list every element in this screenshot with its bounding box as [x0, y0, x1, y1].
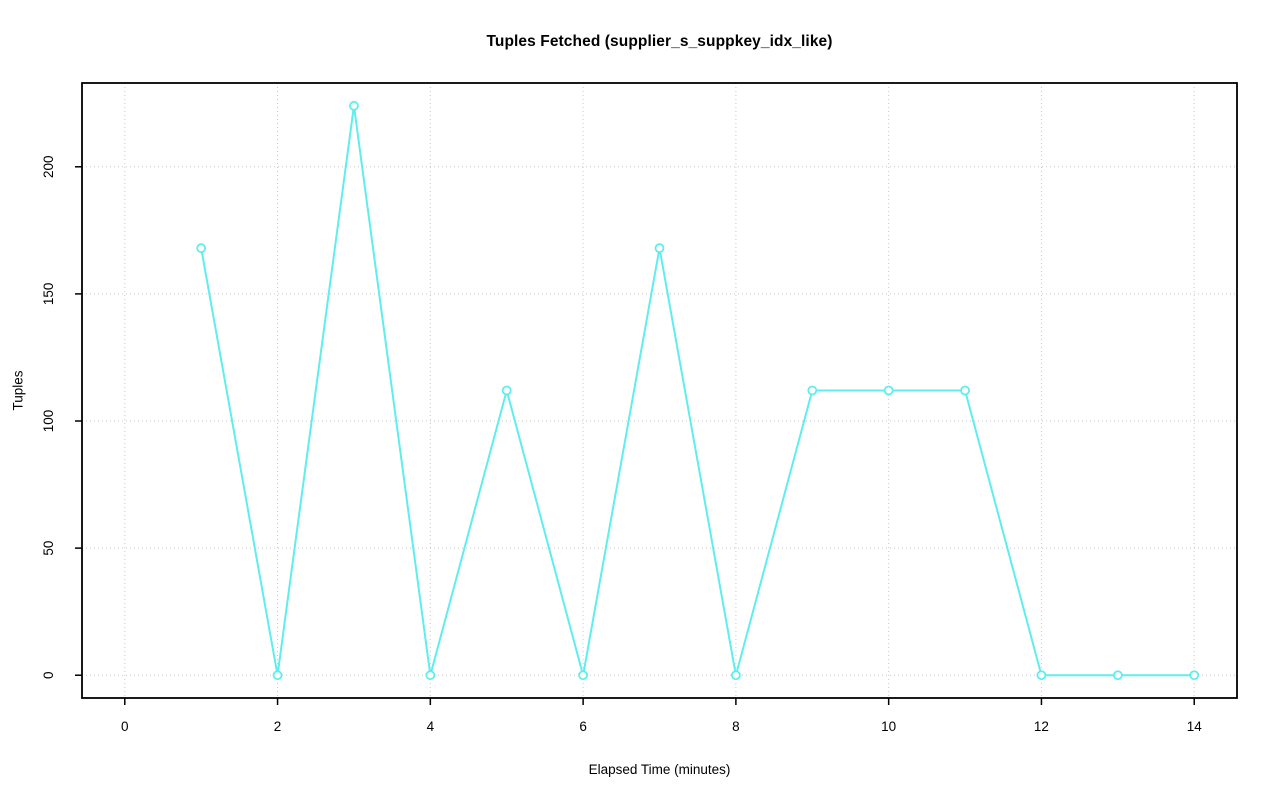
x-tick-label: 10	[881, 719, 896, 734]
y-tick-label: 0	[41, 671, 56, 679]
data-point-marker	[501, 385, 512, 396]
data-point-marker	[807, 385, 818, 396]
y-tick-label: 100	[41, 410, 56, 433]
x-tick-label: 12	[1034, 719, 1049, 734]
data-point-marker	[196, 243, 207, 254]
x-tick-label: 2	[274, 719, 282, 734]
x-tick-label: 4	[427, 719, 435, 734]
y-tick-label: 200	[41, 156, 56, 179]
x-tick-label: 0	[121, 719, 129, 734]
data-point-marker	[883, 385, 894, 396]
x-axis-label: Elapsed Time (minutes)	[588, 762, 731, 777]
chart-title: Tuples Fetched (supplier_s_suppkey_idx_l…	[486, 33, 833, 50]
data-point-marker	[1112, 670, 1123, 681]
plot-box	[81, 82, 1238, 699]
data-point-marker	[730, 670, 741, 681]
data-point-marker	[272, 670, 283, 681]
y-axis-label: Tuples	[10, 370, 26, 411]
data-point-marker	[654, 243, 665, 254]
data-point-marker	[960, 385, 970, 396]
data-point-marker	[349, 100, 359, 111]
data-point-marker	[425, 670, 436, 681]
data-point-marker	[1036, 670, 1047, 681]
data-point-marker	[1189, 670, 1200, 681]
x-tick-label: 8	[732, 719, 740, 734]
y-tick-label: 150	[41, 283, 56, 306]
y-tick-label: 50	[41, 541, 56, 556]
x-tick-label: 14	[1187, 719, 1203, 734]
series-line	[200, 104, 1196, 677]
data-point-marker	[578, 670, 589, 681]
x-tick-label: 6	[579, 719, 587, 734]
